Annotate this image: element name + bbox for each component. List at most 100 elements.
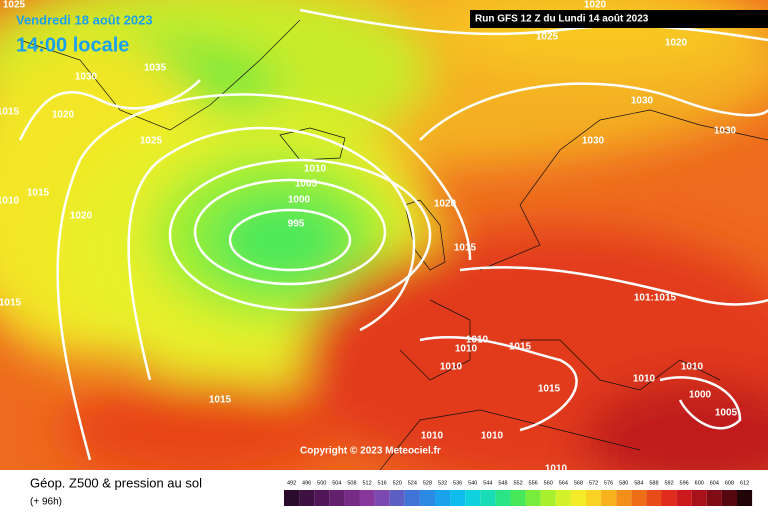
legend-swatch: [631, 490, 647, 506]
legend-label: 532: [438, 480, 447, 486]
legend-label: 504: [332, 480, 341, 486]
isobar-label: 1015: [0, 298, 22, 309]
copyright: Copyright © 2023 Meteociel.fr: [300, 446, 441, 457]
legend-swatch: [540, 490, 556, 506]
legend-swatch: [601, 490, 617, 506]
legend-label: 564: [559, 480, 568, 486]
legend-label: 584: [634, 480, 643, 486]
isobar-label: 1010: [440, 362, 463, 373]
isobar-label: 1010: [466, 335, 489, 346]
geopotential-field: 1025 1025 1020 1020 1030 1035 1020 1015 1025 1030…: [0, 0, 768, 470]
legend-swatch: [465, 490, 481, 506]
legend-swatch: [284, 490, 300, 506]
legend-swatch: [586, 490, 602, 506]
isobar-label: 1015: [27, 188, 50, 199]
footer-title: Géop. Z500 & pression au sol: [30, 475, 202, 490]
isobar-label: 1010: [633, 374, 656, 385]
legend-swatch: [374, 490, 390, 506]
isobar-label: 1030: [75, 72, 98, 83]
forecast-time: 14:00 locale: [16, 34, 129, 56]
isobar-label: 101:1015: [634, 293, 677, 304]
isobar-label: 1000: [689, 390, 712, 401]
isobars: [18, 8, 768, 461]
legend-swatch: [510, 490, 526, 506]
legend-swatch: [570, 490, 586, 506]
legend-swatch: [661, 490, 677, 506]
legend-label: 520: [393, 480, 402, 486]
isobar-label: 1020: [434, 199, 457, 210]
legend-label: 612: [740, 480, 749, 486]
legend-swatch: [329, 490, 345, 506]
isobar-label: 1015: [0, 107, 20, 118]
legend-swatch: [691, 490, 707, 506]
legend-label: 552: [513, 480, 522, 486]
forecast-lead: (+ 96h): [30, 497, 62, 508]
legend-label: 560: [544, 480, 553, 486]
isobar-label: 1020: [584, 0, 607, 11]
isobar-label: 1030: [714, 126, 737, 137]
isobar-label: 1030: [631, 96, 654, 107]
legend-swatch: [706, 490, 722, 506]
legend-swatch: [450, 490, 466, 506]
isobar-label: 1010: [481, 431, 504, 442]
forecast-date: Vendredi 18 août 2023: [16, 12, 153, 27]
coastlines: [19, 19, 768, 470]
isobar-label: 1010: [421, 431, 444, 442]
legend-swatch: [555, 490, 571, 506]
legend-swatch: [344, 490, 360, 506]
legend-label: 540: [468, 480, 477, 486]
legend-label: 576: [604, 480, 613, 486]
isobar-label: 1000: [288, 195, 311, 206]
isobar-label: 1010: [304, 164, 327, 175]
isobar-label: 1030: [582, 136, 605, 147]
legend-swatch: [389, 490, 405, 506]
legend-label: 592: [664, 480, 673, 486]
isobar-label: 1015: [209, 395, 232, 406]
legend-label: 548: [498, 480, 507, 486]
legend-swatch: [419, 490, 435, 506]
legend-label: 536: [453, 480, 462, 486]
legend-label: 524: [408, 480, 417, 486]
legend-label: 580: [619, 480, 628, 486]
legend-label: 568: [574, 480, 583, 486]
legend-swatch: [435, 490, 451, 506]
run-info: Run GFS 12 Z du Lundi 14 août 2023: [475, 14, 649, 25]
isobar-labels: 1025 1025 1020 1020 1030 1035 1020 1015 1025 1030…: [0, 0, 738, 470]
isobar-label: 1015: [454, 243, 477, 254]
isobar-label: 1015: [538, 384, 561, 395]
legend-label: 496: [302, 480, 311, 486]
legend-label: 600: [695, 480, 704, 486]
legend-swatch: [495, 490, 511, 506]
isobar-label: 1010: [455, 344, 478, 355]
legend-label: 492: [287, 480, 296, 486]
legend-label: 508: [347, 480, 356, 486]
legend-swatch: [404, 490, 420, 506]
legend-swatch: [616, 490, 632, 506]
run-banner: [470, 10, 768, 28]
legend-label: 572: [589, 480, 598, 486]
legend-swatch: [314, 490, 330, 506]
legend-swatch: [525, 490, 541, 506]
legend-swatch: [721, 490, 737, 506]
legend-label: 556: [529, 480, 538, 486]
isobar-label: 1025: [140, 136, 163, 147]
legend-label: 516: [378, 480, 387, 486]
isobar-label: 1010: [0, 196, 20, 207]
legend-swatch: [299, 490, 315, 506]
isobar-label: 1005: [715, 408, 738, 419]
legend-label: 544: [483, 480, 492, 486]
isobar-label: 1010: [681, 362, 704, 373]
legend-swatch: [676, 490, 692, 506]
isobar-label: 1015: [509, 342, 532, 353]
color-legend: 492 496 500 504 508 512 516 520 524 528 532 536 540 5…: [284, 480, 753, 506]
legend-label: 588: [649, 480, 658, 486]
isobar-label: 1025: [536, 32, 559, 43]
isobar-label: 1035: [144, 63, 167, 74]
legend-label: 596: [680, 480, 689, 486]
legend-label: 608: [725, 480, 734, 486]
isobar-label: 1020: [665, 38, 688, 49]
isobar-label: 1020: [70, 211, 93, 222]
legend-label: 528: [423, 480, 432, 486]
